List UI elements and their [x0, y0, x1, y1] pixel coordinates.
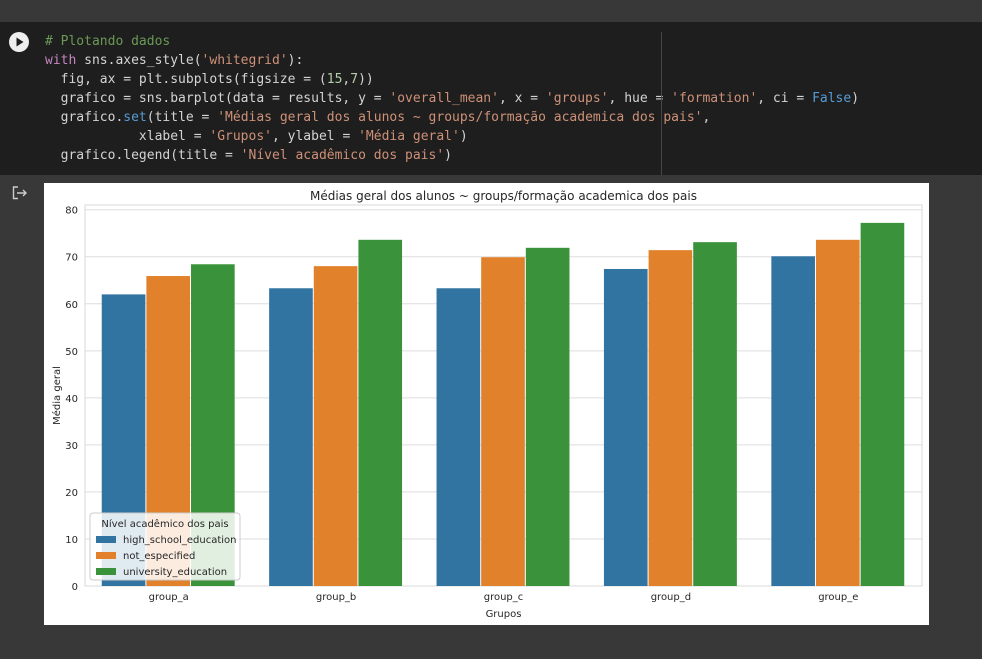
y-tick-label: 10	[65, 535, 78, 546]
bar	[771, 256, 815, 586]
bar	[693, 242, 737, 587]
code-token: 'Média geral'	[358, 129, 460, 144]
code-token: ))	[358, 72, 374, 87]
code-token: ,	[702, 110, 711, 125]
code-token: )	[851, 91, 860, 106]
legend-swatch	[96, 568, 116, 575]
code-token: , ci =	[757, 91, 813, 106]
code-token: ):	[287, 53, 304, 68]
code-token: )	[444, 148, 452, 163]
code-token: 'overall_mean'	[389, 91, 499, 106]
x-tick-label: group_c	[484, 592, 524, 603]
code-line: xlabel = 'Grupos', ylabel = 'Média geral…	[45, 127, 859, 146]
code-editor[interactable]: # Plotando dados with sns.axes_style('whi…	[45, 32, 859, 165]
legend-swatch	[96, 552, 116, 559]
code-token: , hue =	[608, 91, 672, 106]
chart-title: Médias geral dos alunos ~ groups/formaçã…	[310, 189, 697, 203]
code-token: 'whitegrid'	[201, 53, 288, 68]
chart-output: 0 10 20 30 40 50 60 70 80 group_a group_b group_c gr…	[44, 183, 929, 625]
code-token: (title =	[146, 110, 218, 125]
x-axis-label: Grupos	[486, 609, 522, 620]
code-line: grafico = sns.barplot(data = results, y …	[45, 89, 859, 108]
code-cell[interactable]: # Plotando dados with sns.axes_style('whi…	[0, 22, 982, 175]
code-token: )	[459, 129, 468, 144]
bar	[313, 266, 358, 586]
play-icon	[16, 37, 24, 47]
bar	[436, 288, 481, 586]
y-tick-label: 50	[65, 347, 78, 358]
code-token: fig, ax = plt.subplots(figsize = (	[45, 72, 327, 87]
bar-chart: 0 10 20 30 40 50 60 70 80 group_a group_b group_c gr…	[51, 189, 923, 620]
run-cell-button[interactable]	[9, 32, 29, 52]
code-token: sns.axes_style(	[76, 53, 202, 68]
code-token: 'Grupos'	[209, 129, 272, 144]
y-tick-label: 20	[65, 488, 78, 499]
y-tick-label: 70	[65, 253, 78, 264]
x-tick-label: group_b	[316, 592, 356, 603]
y-axis-label: Média geral	[51, 366, 63, 425]
code-token: grafico.	[45, 110, 124, 125]
code-token: set	[123, 110, 147, 125]
bar	[815, 239, 860, 586]
code-token: 'groups'	[545, 91, 609, 106]
code-token: grafico.legend(title =	[45, 148, 241, 163]
legend-title: Nível acadêmico dos pais	[101, 518, 228, 530]
legend-box	[89, 512, 241, 581]
legend-label: high_school_education	[123, 535, 236, 546]
code-token: with	[45, 53, 77, 68]
code-line: fig, ax = plt.subplots(figsize = (15,7))	[45, 70, 859, 89]
bar	[358, 239, 403, 586]
code-token: 'formation'	[671, 91, 758, 106]
bar	[269, 288, 313, 586]
code-line: with sns.axes_style('whitegrid'):	[45, 51, 859, 70]
x-tick-label: group_e	[818, 592, 858, 603]
code-token: # Plotando dados	[45, 34, 171, 49]
code-line: grafico.set(title = 'Médias geral dos al…	[45, 108, 859, 127]
x-tick-label: group_d	[651, 592, 691, 603]
legend-label: not_especified	[123, 551, 195, 562]
code-token: False	[812, 91, 852, 106]
bar	[648, 250, 693, 586]
y-tick-label: 80	[65, 206, 78, 217]
code-token: grafico = sns.barplot(data = results, y …	[45, 91, 390, 106]
code-token: xlabel =	[45, 129, 210, 144]
code-token: 'Nível acadêmico dos pais'	[240, 148, 445, 163]
code-token: , x =	[498, 91, 546, 106]
code-line: grafico.legend(title = 'Nível acadêmico …	[45, 146, 859, 165]
code-token: 7	[350, 72, 359, 87]
output-redirect-icon[interactable]	[12, 186, 28, 200]
code-token: ,	[342, 72, 351, 87]
bar	[481, 257, 525, 586]
bar	[525, 247, 570, 586]
editor-ruler	[661, 32, 662, 175]
code-line: # Plotando dados	[45, 32, 859, 51]
legend-swatch	[96, 536, 116, 543]
output-area: 0 10 20 30 40 50 60 70 80 group_a group_b group_c gr…	[0, 175, 982, 659]
top-strip	[0, 0, 982, 22]
y-tick-label: 0	[72, 582, 78, 593]
code-token: 'Médias geral dos alunos ~ groups/formaç…	[217, 110, 703, 125]
y-tick-label: 30	[65, 441, 78, 452]
code-token: , ylabel =	[272, 129, 359, 144]
bar	[860, 222, 905, 586]
bar	[603, 268, 648, 586]
x-tick-label: group_a	[149, 592, 189, 603]
code-token: 15	[326, 72, 343, 87]
legend-label: university_education	[123, 567, 227, 578]
y-tick-label: 60	[65, 300, 78, 311]
y-tick-label: 40	[65, 394, 78, 405]
